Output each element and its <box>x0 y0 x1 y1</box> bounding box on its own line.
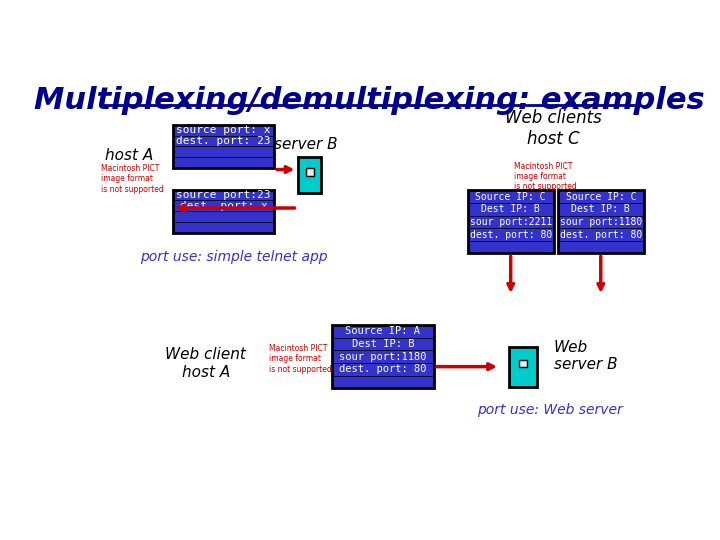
Bar <box>332 325 433 388</box>
Bar <box>558 215 644 228</box>
Text: sour port:1180: sour port:1180 <box>559 217 642 227</box>
Text: dest. port: 80: dest. port: 80 <box>469 230 552 240</box>
Bar <box>558 190 644 203</box>
Bar <box>298 157 321 193</box>
Bar <box>558 228 644 241</box>
Bar <box>467 228 554 241</box>
Bar <box>173 125 274 168</box>
Text: Web
server B: Web server B <box>554 340 618 372</box>
Bar <box>467 190 554 203</box>
Bar <box>173 190 274 233</box>
Text: sour port:2211: sour port:2211 <box>469 217 552 227</box>
Bar <box>558 203 644 215</box>
Text: host A: host A <box>104 148 153 163</box>
Text: source port: x: source port: x <box>176 125 271 135</box>
Text: Macintosh PICT
image format
is not supported: Macintosh PICT image format is not suppo… <box>514 161 577 191</box>
Bar <box>173 211 274 222</box>
Text: port use: Web server: port use: Web server <box>477 403 623 417</box>
Bar <box>467 203 554 215</box>
Text: dest. port: 80: dest. port: 80 <box>559 230 642 240</box>
Text: Dest IP: B: Dest IP: B <box>481 204 540 214</box>
Text: Macintosh PICT
image format
is not supported: Macintosh PICT image format is not suppo… <box>269 344 332 374</box>
Text: Macintosh PICT
image format
is not supported: Macintosh PICT image format is not suppo… <box>101 164 163 194</box>
Text: Source IP: A: Source IP: A <box>346 326 420 336</box>
Bar <box>173 157 274 168</box>
Bar <box>558 190 644 253</box>
Bar <box>332 338 433 350</box>
Text: source port:23: source port:23 <box>176 190 271 200</box>
Text: Source IP: C: Source IP: C <box>475 192 546 201</box>
Bar <box>173 222 274 233</box>
Bar <box>306 168 314 176</box>
Bar <box>332 325 433 338</box>
Text: dest. port: x: dest. port: x <box>179 201 267 211</box>
Bar <box>467 241 554 253</box>
Bar <box>519 360 527 367</box>
Bar <box>467 215 554 228</box>
Text: sour port:1180: sour port:1180 <box>339 352 427 362</box>
Text: Web client
host A: Web client host A <box>166 347 246 380</box>
Text: Dest IP: B: Dest IP: B <box>351 339 414 349</box>
Bar <box>332 363 433 376</box>
Text: Dest IP: B: Dest IP: B <box>572 204 630 214</box>
Bar <box>558 241 644 253</box>
Text: Source IP: C: Source IP: C <box>565 192 636 201</box>
Bar <box>173 146 274 157</box>
Bar <box>509 347 537 387</box>
Bar <box>467 190 554 253</box>
Text: dest. port: 23: dest. port: 23 <box>176 136 271 146</box>
Bar <box>173 190 274 200</box>
Bar <box>173 200 274 211</box>
Bar <box>173 125 274 136</box>
Text: Web clients
host C: Web clients host C <box>505 109 602 148</box>
Text: Multiplexing/demultiplexing: examples: Multiplexing/demultiplexing: examples <box>34 86 704 116</box>
Bar <box>332 350 433 363</box>
Bar <box>332 376 433 388</box>
Bar <box>173 136 274 146</box>
Text: server B: server B <box>274 137 338 152</box>
Text: port use: simple telnet app: port use: simple telnet app <box>140 251 328 264</box>
Text: dest. port: 80: dest. port: 80 <box>339 364 427 374</box>
